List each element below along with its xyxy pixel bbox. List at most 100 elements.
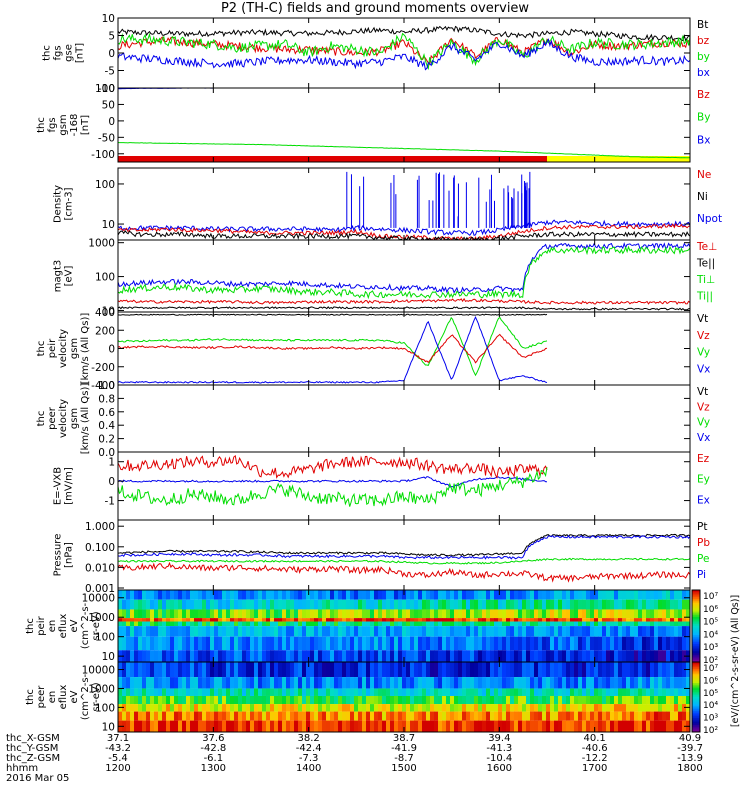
colorbar-label: 10⁶ — [703, 676, 718, 686]
colorbar-cell — [692, 674, 700, 677]
panel-peir_eflux: 10000 1000 100 10 thc peir en eflux eV (cm^2-s-sr… — [25, 589, 691, 663]
ephemeris-value: -5.4 — [108, 753, 128, 764]
y-axis-label: (cm^2-s- — [80, 673, 91, 720]
panel-efield: 1 0 -1 E=-VXB [mV/m] Ez Ey Ex — [53, 451, 710, 521]
y-tick-label: 0.001 — [85, 583, 115, 595]
y-tick-label: 1000 — [88, 612, 115, 624]
colorbar-label: 10² — [703, 656, 718, 666]
colorbar-label: 10⁴ — [703, 701, 718, 711]
colorbar-cell — [692, 627, 700, 631]
y-tick-label: 0 — [108, 116, 115, 128]
y-axis-label: thc — [36, 411, 47, 427]
y-tick-label: 0.2 — [98, 434, 115, 446]
colorbar-cell — [692, 697, 700, 700]
panel-fgs_gsm: 100 50 0 -50 -100 thc fgs gsm -168 [nT] Bz By Bx — [36, 83, 710, 163]
legend-entry: Pe — [697, 553, 709, 565]
ephemeris-value: -7.3 — [299, 753, 319, 764]
panel-peer_eflux: 10000 1000 100 10 thc peer en eflux eV (cm^2-s-sr… — [25, 661, 691, 733]
colorbar-cell — [692, 700, 700, 703]
y-tick-label: 0 — [108, 48, 115, 60]
legend-entry: Vz — [697, 330, 710, 342]
series-group-pressure — [118, 533, 690, 583]
spectrogram-peir_eflux — [118, 590, 690, 662]
legend-entry: Te⊥ — [696, 241, 717, 253]
y-tick-label: 0.6 — [98, 407, 115, 419]
y-tick-label: 1000 — [88, 238, 115, 250]
colorbar-cell — [692, 609, 700, 613]
series-line-blue — [118, 316, 548, 384]
legend-entry: by — [697, 51, 710, 63]
legend-entry: Te|| — [696, 258, 715, 270]
y-axis-label: fgs — [47, 117, 58, 132]
colorbar-label: 10⁷ — [703, 592, 718, 602]
series-line-blue — [118, 241, 690, 294]
y-axis-label: E=-VXB — [53, 467, 64, 505]
colorbar-cell — [692, 599, 700, 602]
series-line-blue — [118, 38, 690, 71]
y-axis-label: en — [47, 620, 58, 633]
y-axis-label: gsm — [58, 114, 69, 135]
ephemeris-row-name: thc_X-GSM — [6, 733, 60, 744]
y-tick-label: -50 — [98, 132, 115, 144]
colorbar-label: 10⁴ — [703, 630, 718, 640]
legend-entry: Npot — [697, 213, 722, 225]
y-tick-label: -10 — [98, 83, 115, 95]
colorbar-cell — [692, 719, 700, 722]
panel-frame — [117, 87, 691, 163]
colorbar-label: 10⁵ — [703, 689, 718, 699]
colorbar-cell — [692, 647, 700, 650]
colorbar-cell — [692, 695, 700, 698]
colorbar-cell — [692, 662, 700, 665]
colorbar-cell — [692, 676, 700, 679]
colorbar-cell — [692, 709, 700, 712]
y-axis-label: Density — [53, 185, 64, 223]
colorbar-cell — [692, 677, 700, 680]
y-axis-label: [km/s (All Qs)] — [80, 313, 91, 385]
colorbar-label: 10³ — [703, 643, 718, 653]
series-line-green — [118, 316, 548, 377]
colorbar-cell — [692, 600, 700, 604]
colorbar-cell — [692, 620, 700, 623]
y-tick-label: -100 — [91, 149, 115, 161]
legend-entry: Vx — [697, 432, 710, 444]
y-tick-label: 10000 — [82, 665, 115, 677]
series-line-red — [118, 297, 690, 305]
series-line-red — [118, 455, 548, 479]
y-axis-label: thc — [36, 117, 47, 133]
y-axis-label: eV — [69, 619, 80, 632]
colorbar-cell — [692, 707, 700, 710]
time-tick-label: 1800 — [677, 763, 702, 774]
colorbar-cell — [692, 721, 700, 724]
series-line-blue — [118, 476, 547, 488]
legend-entry: By — [697, 112, 710, 124]
colorbar-cell — [692, 602, 700, 605]
colorbar-cell — [692, 704, 700, 707]
y-axis-label: thc — [42, 45, 53, 61]
series-line-red — [118, 333, 548, 364]
colorbar-cell — [692, 705, 700, 708]
legend-entry: Pi — [697, 569, 706, 581]
y-tick-label: 10 — [102, 721, 115, 733]
ephemeris-value: 40.1 — [584, 733, 606, 744]
colorbar-cell — [692, 595, 700, 598]
series-line-green — [118, 245, 690, 300]
mode-bar-segment — [547, 156, 690, 162]
colorbar-cell — [692, 635, 700, 638]
colorbar-cell — [692, 698, 700, 701]
colorbar-cell — [692, 606, 700, 609]
ephemeris-value: 39.4 — [488, 733, 510, 744]
y-tick-label: 10 — [102, 651, 115, 663]
panel-frame — [117, 519, 691, 591]
y-tick-label: 10000 — [82, 593, 115, 605]
panel-frame — [117, 17, 691, 89]
legend-entry: Ex — [697, 494, 710, 506]
ephemeris-value: -39.7 — [677, 743, 703, 754]
colorbar-cell — [692, 642, 700, 645]
y-tick-label: 0 — [108, 344, 115, 356]
y-axis-label: thc — [36, 341, 47, 357]
y-axis-label: en — [47, 691, 58, 704]
ephemeris-value: -41.9 — [391, 743, 417, 754]
y-tick-label: 100 — [95, 702, 115, 714]
ephemeris-value: 38.2 — [298, 733, 320, 744]
ephemeris-row-name: thc_Y-GSM — [6, 743, 58, 754]
